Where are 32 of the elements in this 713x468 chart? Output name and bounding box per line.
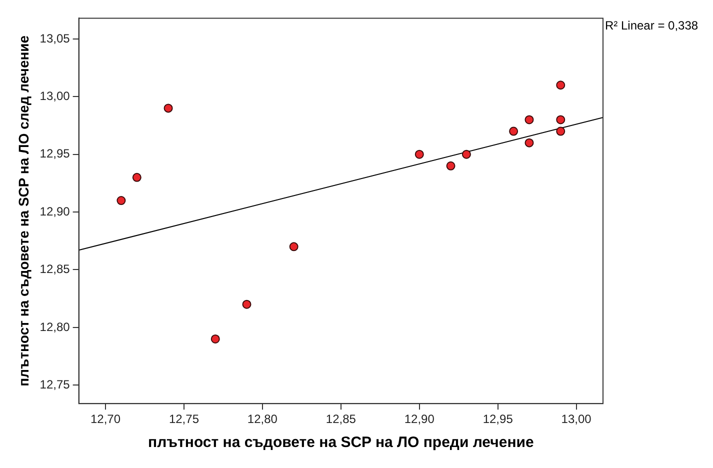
x-tick-label: 12,85	[326, 412, 356, 426]
x-axis-title: плътност на съдовете на SCP на ЛО преди лечение	[148, 434, 534, 452]
point	[556, 80, 566, 90]
y-tick-label: 13,05	[40, 31, 70, 46]
point	[446, 161, 456, 170]
y-tick-label: 12,90	[40, 204, 70, 218]
x-tick-label: 13,00	[561, 412, 592, 426]
point	[132, 172, 142, 182]
x-tick-label: 12,75	[168, 412, 200, 426]
point	[210, 334, 220, 344]
x-tick-label: 12,70	[90, 412, 121, 426]
y-tick-label: 12,85	[40, 262, 70, 276]
x-tick-label: 12,80	[247, 412, 278, 426]
point	[116, 196, 126, 206]
point	[462, 150, 471, 159]
y-tick-label: 12,80	[40, 320, 70, 334]
y-axis-title: плътност на съдовете на SCP на ЛО след лечение	[15, 35, 32, 386]
point	[242, 300, 252, 309]
y-tick-label: 12,75	[40, 377, 70, 392]
point	[289, 242, 298, 252]
point	[509, 126, 518, 136]
point	[524, 115, 534, 124]
x-tick-label: 12,95	[482, 412, 514, 426]
y-tick-label: 12,95	[40, 146, 70, 161]
point	[524, 138, 534, 148]
point	[556, 126, 566, 136]
x-tick-label: 12,90	[404, 412, 435, 426]
y-tick-label: 13,00	[40, 88, 70, 103]
text: R² Linear = 0,338	[605, 18, 698, 33]
point	[414, 150, 424, 159]
point	[556, 115, 566, 124]
point	[164, 104, 173, 113]
